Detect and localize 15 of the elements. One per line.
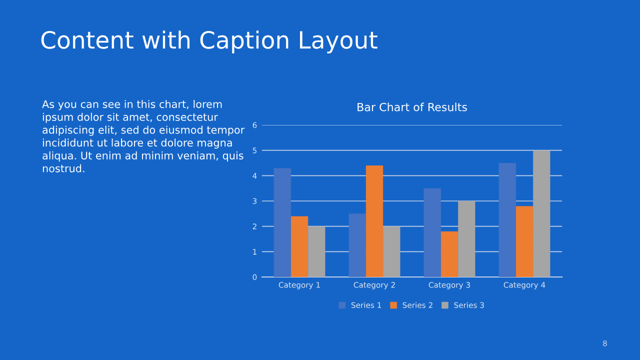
bar	[458, 201, 476, 277]
bar	[366, 166, 384, 277]
bar	[424, 188, 441, 277]
bar	[274, 168, 291, 277]
chart-title: Bar Chart of Results	[358, 102, 467, 112]
text: Content with Caption Layout	[41, 30, 378, 54]
bar	[308, 226, 326, 277]
bar	[498, 163, 516, 277]
bar	[516, 206, 534, 277]
text: As you can see in this chart, lorem ipsum dolor sit amet, consectetur adipiscing elit, sed do eiusmod tempor incididunt ut labore et dolore magna aliqua. Ut enim ad minim veniam, quis nostrud.	[42, 100, 245, 172]
bar	[440, 231, 458, 277]
bar	[383, 226, 400, 277]
bar	[290, 216, 308, 277]
bar	[348, 214, 366, 277]
bar	[533, 150, 550, 277]
